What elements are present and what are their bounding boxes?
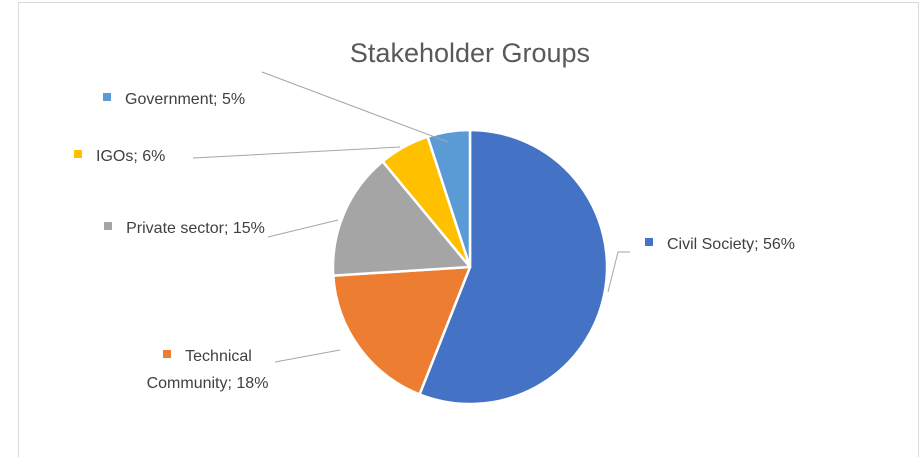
label-value: 5% [221, 91, 246, 108]
data-label: Technical Community; 18% [140, 343, 275, 397]
label-value: 15% [232, 220, 265, 237]
label-key [103, 93, 111, 101]
label-category: IGOs; [96, 148, 138, 165]
label-value: 56% [763, 236, 796, 253]
label-category: Private sector; [126, 220, 229, 237]
data-label: Government; 5% [103, 86, 303, 113]
leader-line [274, 349, 341, 363]
leader-line [192, 146, 401, 159]
data-label: Private sector; 15% [92, 215, 277, 242]
label-key [74, 150, 82, 158]
pie-slice [418, 128, 609, 406]
chart-title: Stakeholder Groups [350, 38, 590, 68]
chart-border [18, 2, 919, 457]
label-key [104, 222, 113, 230]
pie-slice [332, 265, 472, 396]
label-key [163, 350, 172, 358]
leader-line [261, 71, 449, 143]
label-category: Civil Society; [666, 236, 759, 253]
pie [331, 128, 609, 406]
data-label: Civil Society; 56% [640, 231, 800, 258]
pie-slice [426, 128, 472, 269]
label-key [644, 238, 653, 246]
leader-line [267, 219, 339, 238]
leader-lines [192, 71, 630, 363]
label-category: Government; [125, 91, 218, 108]
data-label: IGOs; 6% [74, 143, 204, 170]
leader-line [607, 251, 630, 293]
label-value: 18% [236, 375, 269, 392]
pie-slice [331, 160, 472, 277]
label-category: Technical Community; [146, 348, 252, 392]
label-value: 6% [142, 148, 166, 165]
